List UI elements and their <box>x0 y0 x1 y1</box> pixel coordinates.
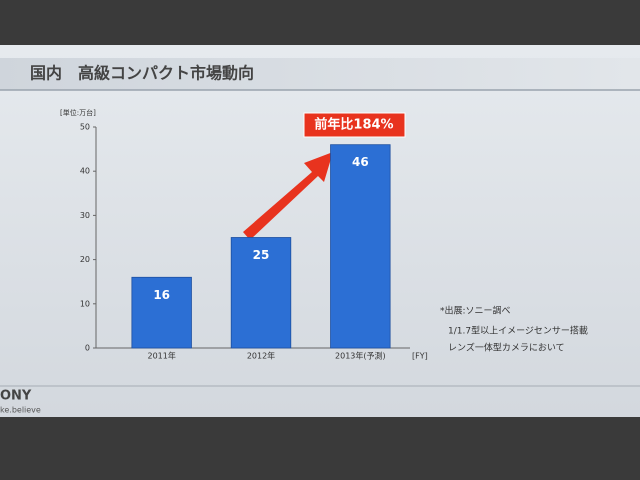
note: *出展:ソニー調べ <box>440 305 511 317</box>
note: レンズ一体型カメラにおいて <box>448 342 565 354</box>
y-tick-label: 30 <box>80 211 90 220</box>
value-label: 25 <box>253 248 270 262</box>
bar <box>131 276 192 349</box>
x-tick-label: 2013年(予測) <box>335 351 386 361</box>
title-bar <box>0 58 640 90</box>
annotation-box <box>303 112 406 138</box>
unit-label: [単位:万台] <box>60 108 96 117</box>
y-tick-label: 0 <box>85 344 90 353</box>
y-tick-label: 20 <box>80 255 90 264</box>
y-tick-label: 10 <box>80 299 90 308</box>
logo: ONY <box>0 389 32 404</box>
chart-title: 国内 高級コンパクト市場動向 <box>30 64 254 83</box>
y-tick-label: 40 <box>80 167 90 176</box>
x-tick-label: 2012年 <box>247 351 275 361</box>
value-label: 46 <box>352 155 369 169</box>
annotation: 前年比184% <box>314 117 393 133</box>
note: 1/1.7型以上イメージセンサー搭載 <box>448 325 588 337</box>
value-label: 16 <box>153 288 170 302</box>
y-tick-label: 50 <box>80 123 90 132</box>
slide <box>0 45 640 417</box>
slogan: ke.believe <box>0 406 41 415</box>
x-unit-label: [FY] <box>412 352 428 361</box>
bar <box>330 144 391 349</box>
x-tick-label: 2011年 <box>147 351 175 361</box>
bar <box>230 237 292 349</box>
growth-arrow <box>243 152 333 240</box>
